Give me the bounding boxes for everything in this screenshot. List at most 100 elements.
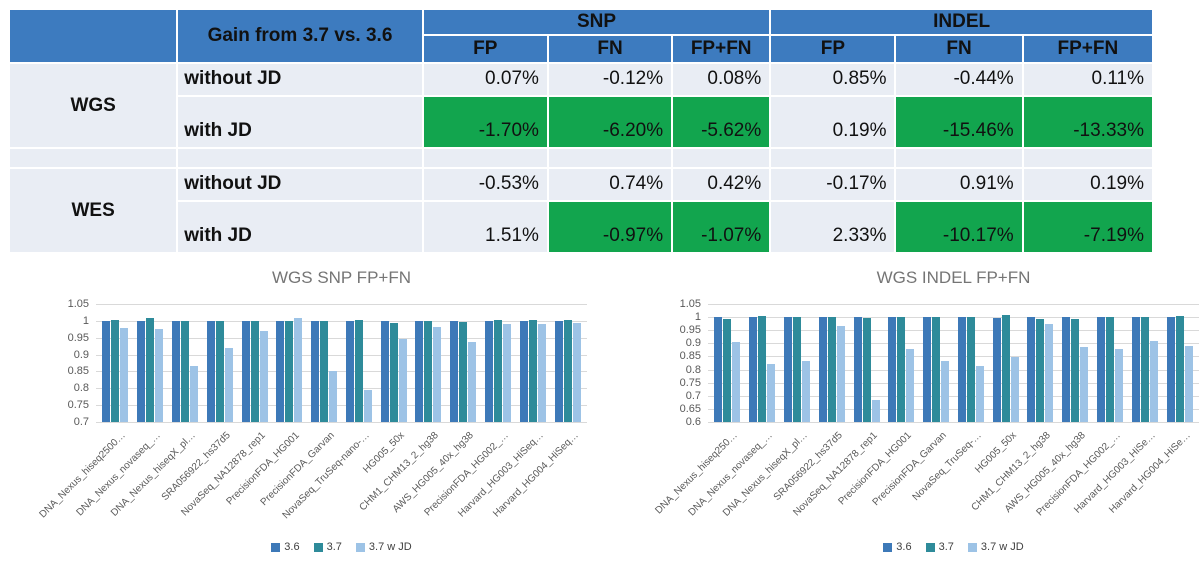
- bar-3.7-w-JD: [294, 318, 303, 422]
- bar-3.6: [1062, 317, 1071, 422]
- bar-3.7: [932, 317, 941, 422]
- gridline: [708, 304, 1199, 305]
- y-axis-tick-label: 0.7: [73, 416, 89, 428]
- value-cell: -0.44%: [896, 64, 1022, 95]
- spacer-cell: [771, 149, 895, 167]
- bar-3.7-w-JD: [363, 389, 372, 422]
- gridline: [708, 317, 1199, 319]
- value-cell: 0.19%: [771, 97, 895, 147]
- legend-label: 3.7: [326, 541, 342, 553]
- indel-group-header: INDEL: [771, 10, 1152, 34]
- value-cell-highlighted: -0.97%: [548, 202, 672, 252]
- bar-3.7-w-JD: [1045, 323, 1054, 422]
- table-row: with JD 1.51% -0.97% -1.07% 2.33% -10.17% -7.1…: [10, 202, 1152, 252]
- bar-3.6: [1131, 317, 1140, 422]
- section-label: WES: [10, 169, 177, 252]
- bar-3.7-w-JD: [503, 324, 512, 422]
- value-cell: -0.53%: [423, 169, 547, 200]
- chart-wgs-snp: WGS SNP FP+FN 1.05 1 0.95 0.9 0.85 0.8 0.75 0.7 D…: [28, 268, 603, 570]
- bar-3.7: [494, 319, 503, 422]
- y-axis-tick-label: 0.95: [67, 331, 89, 344]
- value-cell-highlighted: -1.70%: [423, 97, 547, 147]
- bar-3.7: [424, 320, 433, 422]
- y-axis-tick-label: 0.65: [679, 402, 701, 415]
- value-cell: 0.07%: [423, 64, 547, 95]
- value-cell-highlighted: -7.19%: [1023, 202, 1152, 252]
- bar-3.7: [1001, 315, 1010, 422]
- gridline: [96, 304, 587, 305]
- condition-label: without JD: [178, 64, 422, 95]
- condition-label: with JD: [178, 97, 422, 147]
- bar-3.7-w-JD: [1115, 349, 1124, 422]
- value-cell: 0.91%: [896, 169, 1022, 200]
- legend-item: 3.7 w JD: [967, 541, 1024, 553]
- bar-3.6: [380, 320, 389, 422]
- bar-3.6: [485, 320, 494, 422]
- bar-3.6: [311, 320, 320, 422]
- value-cell: 0.11%: [1023, 64, 1152, 95]
- gridline: [96, 337, 587, 339]
- y-axis-tick-label: 0.9: [685, 337, 701, 350]
- bar-3.7: [1175, 315, 1184, 422]
- bar-3.7: [792, 317, 801, 422]
- x-axis-category-label: DNA_Nexus_hiseq2500…: [37, 430, 129, 521]
- chart-wgs-indel: WGS INDEL FP+FN 1.05 1 0.95 0.9 0.85 0.8 0.75 0.…: [640, 268, 1200, 570]
- legend-label: 3.7 w JD: [368, 541, 412, 553]
- bar-3.7-w-JD: [732, 342, 741, 422]
- gridline: [708, 395, 1199, 397]
- bar-3.7: [1106, 317, 1115, 422]
- value-cell-highlighted: -6.20%: [548, 97, 672, 147]
- bar-3.7: [250, 320, 259, 422]
- bar-3.7: [320, 320, 329, 422]
- legend-swatch-icon: [967, 542, 977, 552]
- bar-3.7-w-JD: [906, 349, 915, 422]
- y-axis-tick-label: 1.05: [67, 298, 89, 310]
- snp-fp-header: FP: [423, 36, 547, 62]
- gridline: [96, 422, 587, 423]
- bar-3.7-w-JD: [1149, 341, 1158, 422]
- bar-3.6: [276, 320, 285, 422]
- spacer-cell: [896, 149, 1022, 167]
- legend-swatch-icon: [271, 542, 281, 552]
- corner-header: [10, 10, 177, 62]
- bar-3.6: [1166, 317, 1175, 422]
- value-cell-highlighted: -10.17%: [896, 202, 1022, 252]
- condition-label: with JD: [178, 202, 422, 252]
- bar-3.7-w-JD: [537, 323, 546, 422]
- y-axis-tick-label: 0.7: [685, 389, 701, 402]
- header-row-metrics: FP FN FP+FN FP FN FP+FN: [10, 36, 1152, 62]
- bar-3.7-w-JD: [433, 327, 442, 422]
- bar-3.6: [923, 317, 932, 422]
- spacer-cell: [1023, 149, 1152, 167]
- legend-label: 3.7 w JD: [980, 541, 1024, 553]
- bar-3.7-w-JD: [1080, 347, 1089, 422]
- section-label: WGS: [10, 64, 177, 147]
- table-row: with JD -1.70% -6.20% -5.62% 0.19% -15.46% -13…: [10, 97, 1152, 147]
- bar-3.6: [519, 320, 528, 422]
- bar-3.7-w-JD: [259, 330, 268, 422]
- legend-swatch-icon: [883, 542, 893, 552]
- gridline: [708, 343, 1199, 345]
- bar-3.7-w-JD: [468, 342, 477, 422]
- bar-3.7-w-JD: [224, 347, 233, 422]
- condition-label: without JD: [178, 169, 422, 200]
- value-cell: 0.85%: [771, 64, 895, 95]
- indel-fpfn-header: FP+FN: [1023, 36, 1152, 62]
- bar-3.7: [563, 319, 572, 422]
- table-row: WES without JD -0.53% 0.74% 0.42% -0.17% 0.91%…: [10, 169, 1152, 252]
- legend-item: 3.6: [271, 541, 300, 553]
- bar-3.7: [528, 319, 537, 422]
- bar-3.6: [171, 320, 180, 422]
- bar-3.7: [1140, 317, 1149, 422]
- legend-swatch-icon: [355, 542, 365, 552]
- header-row-groups: Gain from 3.7 vs. 3.6 SNP INDEL: [10, 10, 1152, 62]
- bar-3.7-w-JD: [836, 326, 845, 422]
- bar-3.7: [758, 315, 767, 422]
- bar-3.7-w-JD: [155, 328, 164, 422]
- legend-label: 3.6: [284, 541, 300, 553]
- y-axis-tick-label: 0.75: [679, 376, 701, 389]
- gridline: [708, 382, 1199, 384]
- bar-3.6: [554, 320, 563, 422]
- bar-3.6: [957, 317, 966, 422]
- bar-3.7: [459, 322, 468, 422]
